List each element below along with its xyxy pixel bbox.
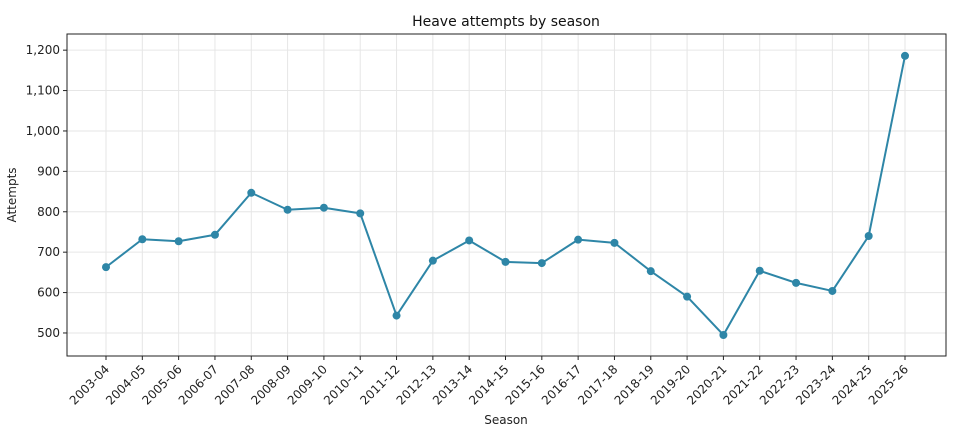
x-axis: 2003-042004-052005-062006-072007-082008-…	[67, 356, 911, 408]
y-tick-label: 1,000	[26, 124, 60, 138]
data-point	[283, 205, 292, 214]
data-point	[138, 235, 147, 244]
y-tick-label: 800	[37, 205, 60, 219]
chart-title: Heave attempts by season	[412, 14, 600, 30]
data-point	[392, 311, 401, 320]
data-point	[210, 230, 219, 239]
data-point	[356, 209, 365, 218]
data-point	[428, 256, 437, 265]
data-point	[537, 259, 546, 268]
data-point	[574, 235, 583, 244]
grid-layer	[67, 34, 946, 356]
data-point	[864, 232, 873, 241]
y-tick-label: 900	[37, 164, 60, 178]
data-point	[646, 267, 655, 276]
series-layer	[102, 51, 909, 339]
y-tick-label: 600	[37, 286, 60, 300]
data-point	[102, 263, 110, 272]
y-tick-label: 1,100	[26, 84, 60, 98]
data-point	[610, 238, 619, 247]
x-axis-title: Season	[484, 413, 528, 427]
y-axis-title: Attempts	[5, 167, 19, 222]
y-axis: 500 600 700 800 900 1,000 1,100 1,200	[26, 43, 67, 340]
data-point	[683, 292, 692, 301]
y-tick-label: 500	[37, 326, 60, 340]
data-point	[901, 51, 909, 60]
data-point	[174, 237, 183, 246]
data-point	[755, 266, 764, 275]
data-point	[828, 286, 837, 295]
y-tick-label: 700	[37, 245, 60, 259]
x-tick-label: 2025-26	[866, 362, 911, 407]
plot-frame	[66, 33, 947, 357]
y-tick-label: 1,200	[26, 43, 60, 57]
data-point	[319, 203, 328, 212]
data-point	[792, 278, 801, 287]
data-point	[465, 236, 474, 245]
data-point	[501, 257, 510, 266]
data-point	[247, 188, 256, 197]
data-point	[719, 330, 728, 339]
